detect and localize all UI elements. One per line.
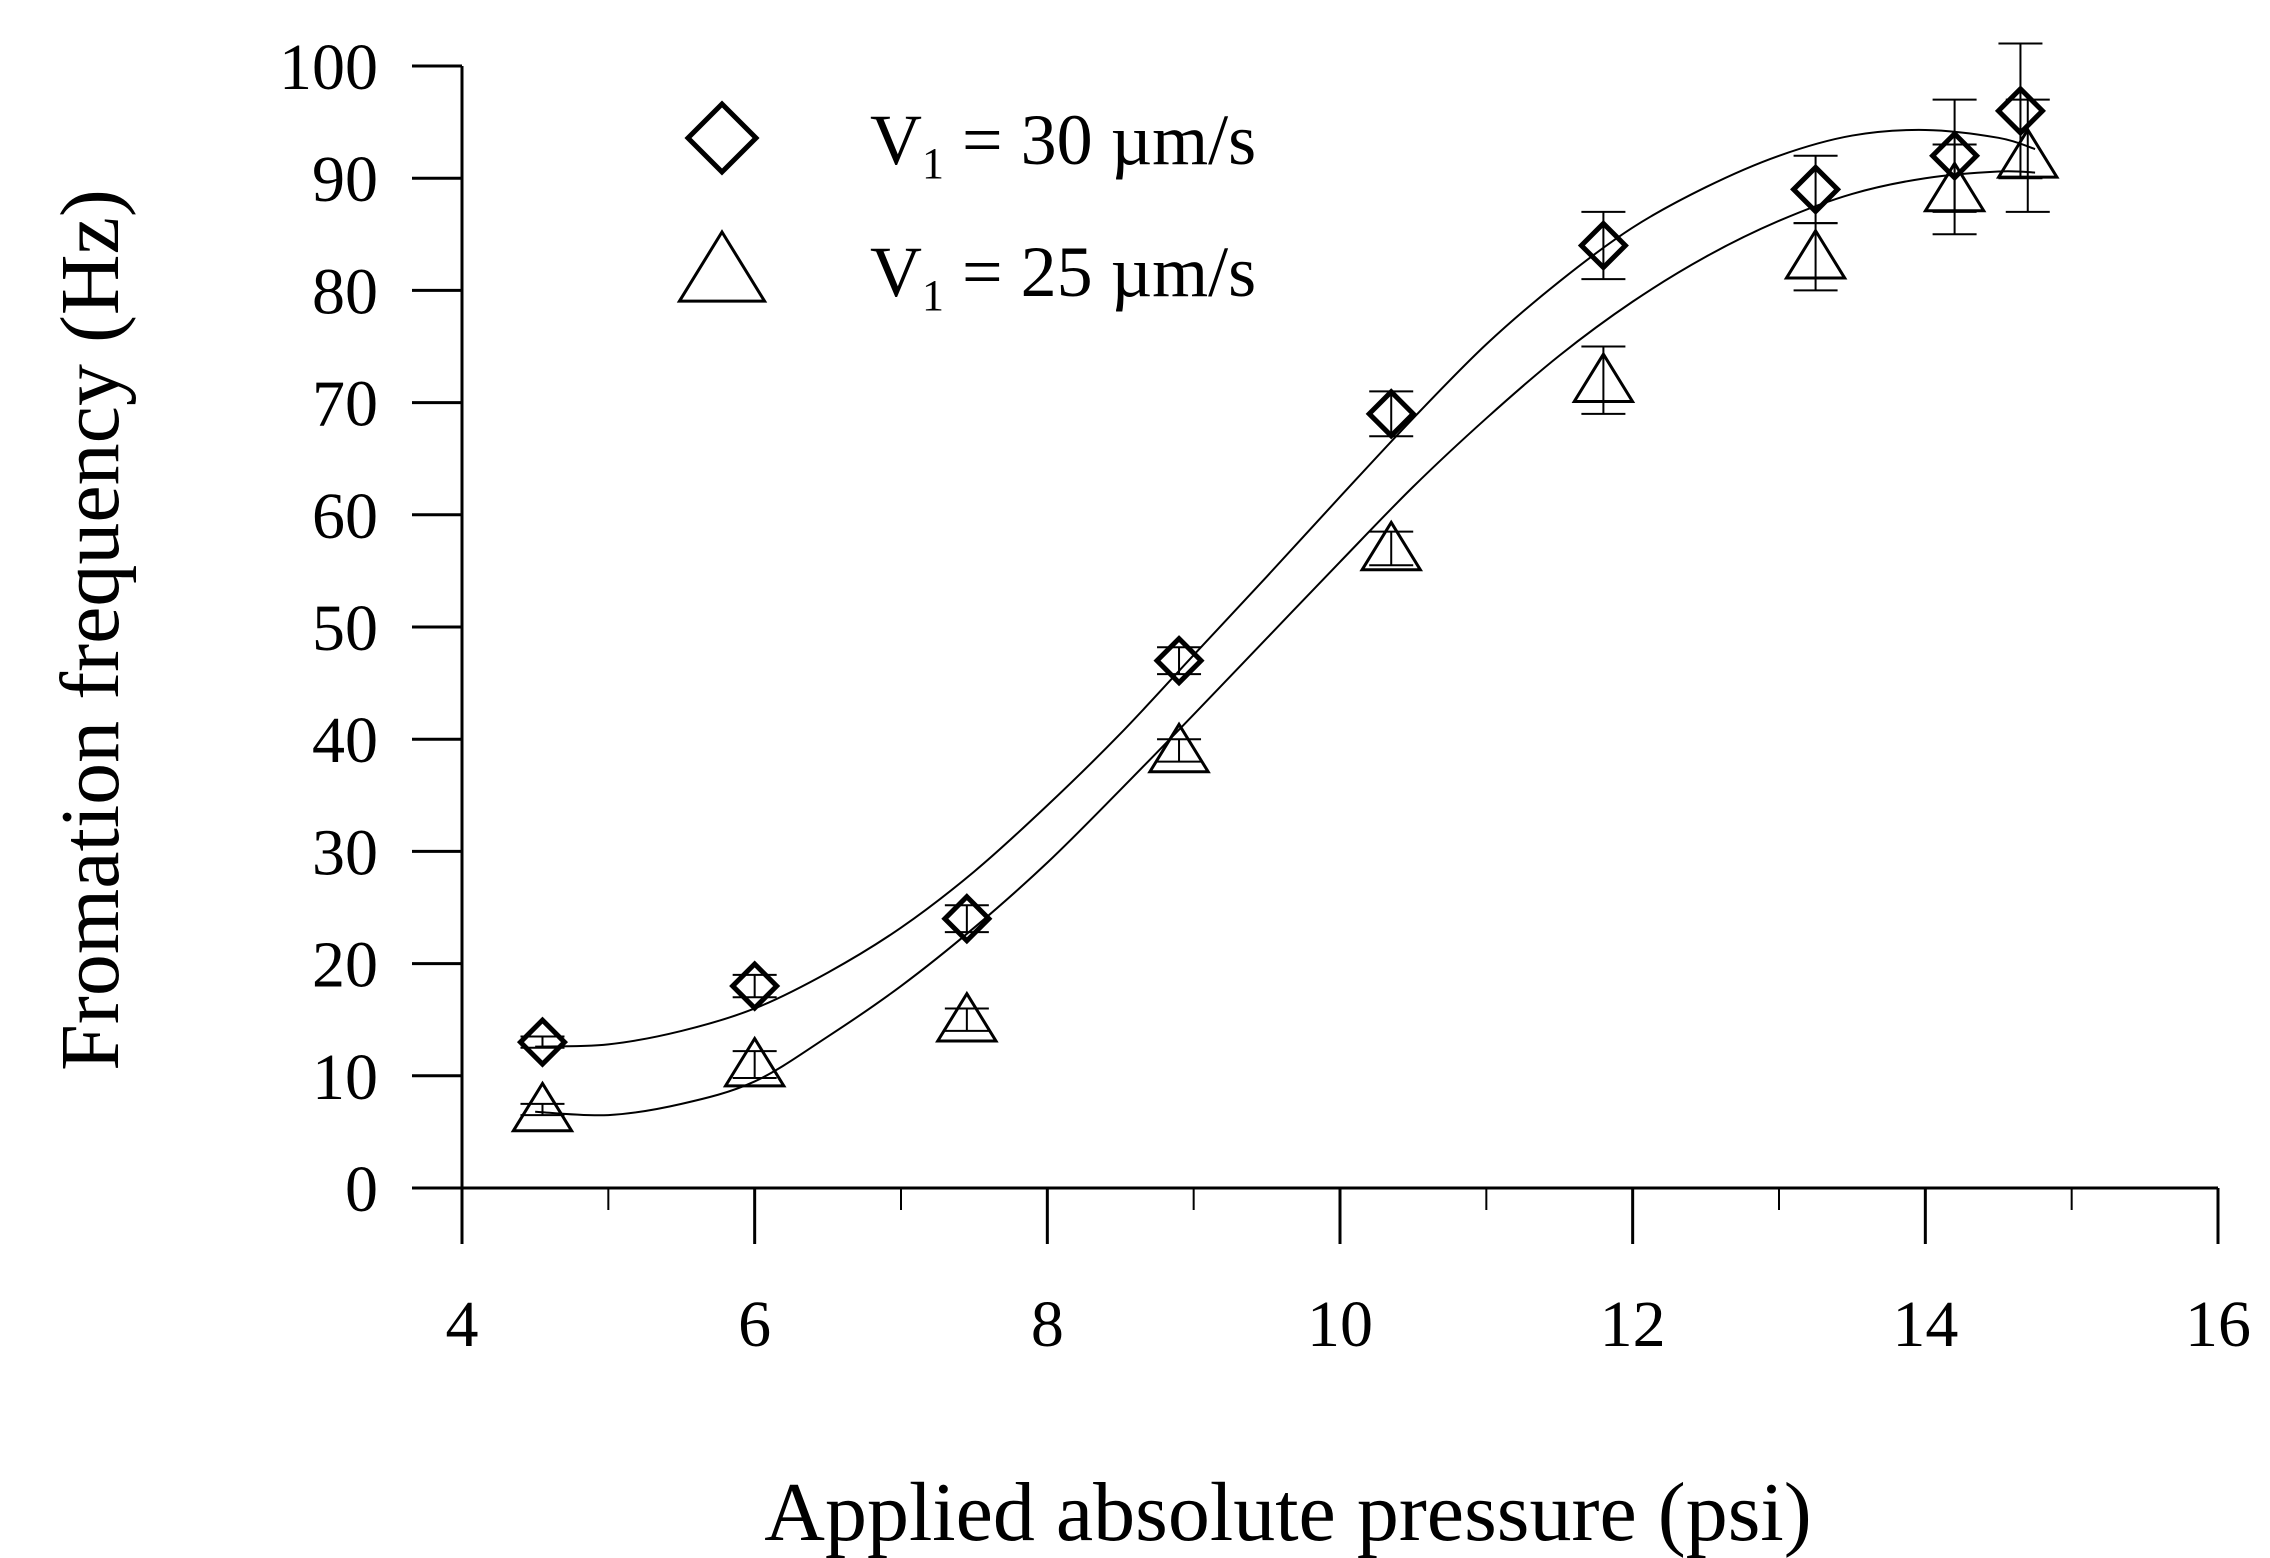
x-tick-label: 6 [738,1288,771,1361]
y-tick-label: 80 [312,255,378,328]
legend: V1 = 30 µm/s V1 = 25 µm/s [676,100,1256,320]
legend-entry: V1 = 30 µm/s [684,100,1256,188]
x-tick-label: 4 [446,1288,479,1361]
x-axis-title: Applied absolute pressure (psi) [764,1466,1811,1558]
y-tick-label: 100 [279,31,378,104]
error-bar [944,904,989,934]
error-bar [1157,646,1202,676]
data-point-diamond [941,893,993,945]
error-bar [944,1007,989,1032]
data-point-diamond [1790,163,1842,215]
y-tick-label: 90 [312,143,378,216]
error-bar [1369,530,1414,567]
y-tick-label: 0 [345,1153,378,1226]
data-point-triangle [935,990,999,1043]
legend-marker-diamond [684,100,760,176]
error-bar [520,1102,565,1117]
legend-entry: V1 = 25 µm/s [676,229,1256,320]
error-bar [1157,738,1202,763]
fit-curves [535,128,2036,1117]
legend-marker-triangle [676,229,768,303]
y-tick-label: 60 [312,480,378,553]
data-point-triangle [1995,126,2060,179]
data-point-diamond [1365,388,1417,440]
error-bar [1998,42,2043,180]
error-bar [732,973,777,999]
data-point-triangle [510,1080,575,1133]
y-tick-label: 20 [312,929,378,1002]
y-tick-label: 10 [312,1041,378,1114]
y-tick-label: 30 [312,816,378,889]
data-point-diamond [729,960,781,1012]
data-point-diamond [1929,130,1981,182]
data-point-triangle [1147,721,1211,774]
data-point-diamond [1577,219,1629,272]
data-point-triangle [1571,351,1636,403]
error-bar [1369,390,1414,438]
data-point-triangle [1359,519,1424,572]
data-markers [510,85,2060,1133]
data-point-triangle [1783,227,1848,280]
error-bar [732,1050,777,1080]
x-tick-label: 16 [2185,1288,2251,1361]
fit-curve-2 [535,170,2036,1117]
y-tick-label: 70 [312,368,378,441]
axes: 4 6 8 10 12 14 16 0 10 20 30 40 50 60 70 80 90 100 [279,31,2251,1361]
data-point-diamond [516,1016,569,1068]
x-tick-label: 8 [1031,1288,1064,1361]
fit-curve-1 [535,128,2036,1048]
y-tick-label: 40 [312,704,378,777]
x-tick-label: 14 [1892,1288,1958,1361]
data-point-triangle [1922,160,1987,213]
legend-label: V1 = 30 µm/s [870,100,1256,188]
y-axis-title: Fromation frequency (Hz) [44,189,137,1071]
data-point-triangle [722,1035,787,1088]
x-tick-label: 10 [1307,1288,1373,1361]
y-tick-label: 50 [312,592,378,665]
error-bar [1932,143,1977,236]
data-point-diamond [1153,635,1205,687]
x-tick-label: 12 [1600,1288,1666,1361]
legend-label: V1 = 25 µm/s [870,232,1256,320]
data-point-diamond [1994,85,2046,137]
